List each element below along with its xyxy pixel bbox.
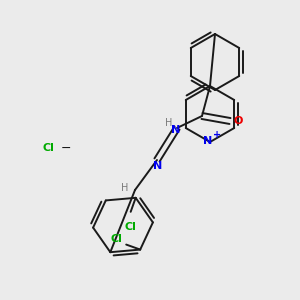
Text: H: H [165, 118, 173, 128]
Text: Cl: Cl [110, 234, 122, 244]
Text: −: − [61, 142, 71, 154]
Text: Cl: Cl [125, 222, 136, 232]
Text: H: H [121, 183, 129, 193]
Text: N: N [171, 125, 181, 135]
Text: N: N [203, 136, 213, 146]
Text: O: O [233, 116, 243, 126]
Text: +: + [213, 130, 221, 140]
Text: Cl: Cl [42, 143, 54, 153]
Text: N: N [153, 161, 163, 171]
